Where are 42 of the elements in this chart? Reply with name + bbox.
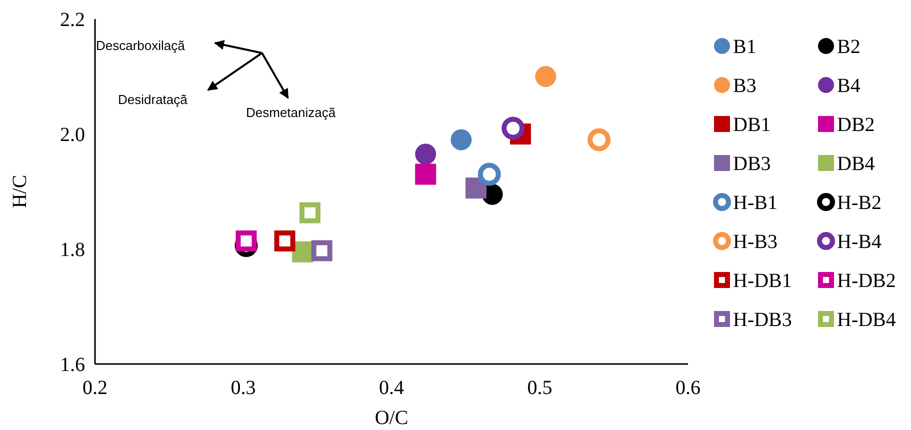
point [415,144,436,165]
y-tick-label: 1.6 [60,354,85,376]
legend-label: DB4 [837,153,875,175]
x-tick-label: 0.2 [82,377,108,399]
legend-label: H-B2 [837,192,882,214]
annotation: Descarboxilaçã [96,38,186,53]
x-tick-label: 0.5 [527,377,552,399]
point [274,230,296,252]
x-tick-label: 0.6 [676,377,700,399]
legend-label: DB1 [733,114,771,136]
legend-label: B3 [733,75,756,97]
x-axis-title: O/C [374,407,408,429]
point [478,162,501,186]
y-tick-label: 2.0 [60,124,85,146]
point [502,116,525,140]
legend-label: H-B1 [733,192,778,214]
legend-label: DB3 [733,153,771,175]
y-tick-label: 2.2 [60,9,85,31]
legend-label: B4 [837,75,860,97]
annotation: Desmetanizaçã [246,105,336,120]
legend-label: H-DB4 [837,309,896,331]
point [236,230,257,252]
legend-label: H-B3 [733,231,778,253]
legend-label: H-DB1 [733,270,792,292]
y-axis-title: H/C [9,174,31,208]
point [450,129,472,150]
legend-label: B1 [733,36,756,58]
legend-label: H-DB3 [733,309,792,331]
point [588,128,611,152]
annotation: Desidrataçã [118,92,188,107]
point [535,66,556,87]
x-tick-label: 0.3 [230,377,256,399]
point [311,240,332,262]
legend-label: H-B4 [837,231,882,253]
legend-label: B2 [837,36,860,58]
x-tick-label: 0.4 [379,377,404,399]
legend-label: DB2 [837,114,875,136]
legend-label: H-DB2 [837,270,896,292]
point [299,202,320,224]
point [415,164,436,185]
y-tick-label: 1.8 [60,239,85,261]
point [466,178,487,199]
